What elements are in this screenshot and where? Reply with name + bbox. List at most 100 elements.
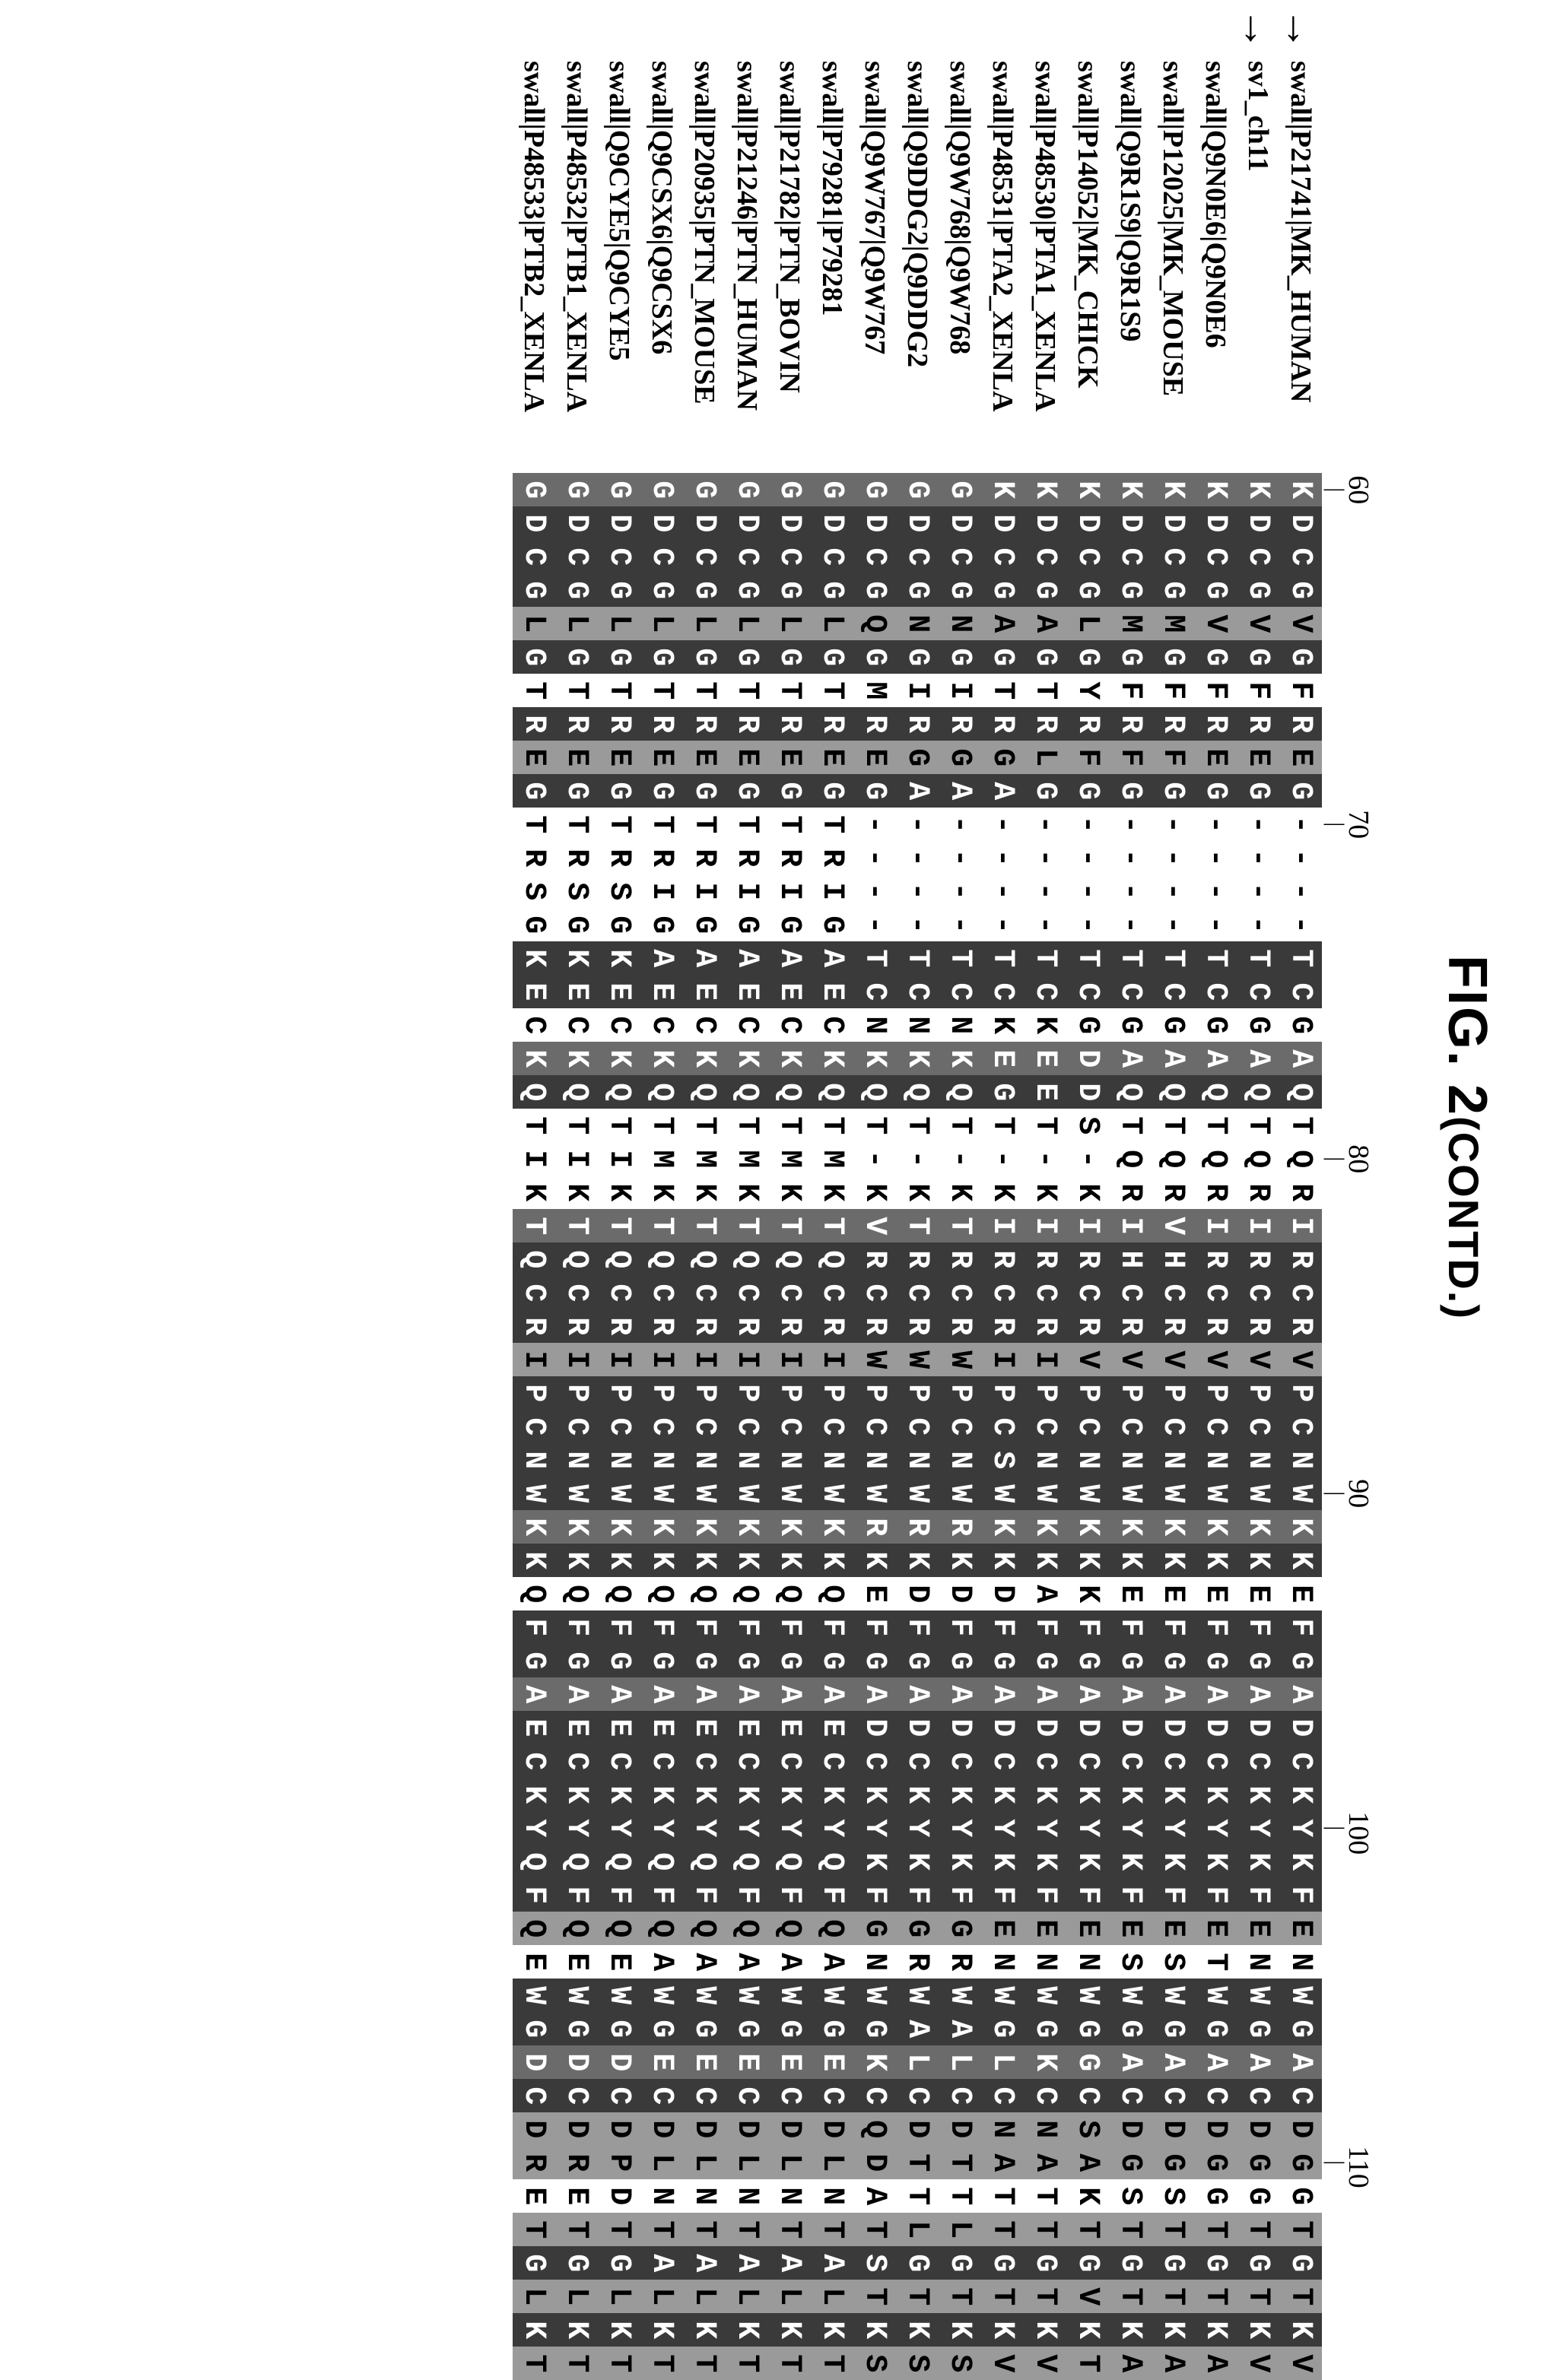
residue: S <box>1152 1945 1194 1979</box>
residue: - <box>939 908 981 941</box>
residue: - <box>1194 874 1237 908</box>
residue: K <box>683 1042 726 1075</box>
residue: N <box>853 1443 896 1477</box>
figure-title: FIG. 2(CONTD.) <box>1436 0 1498 2275</box>
residue: Q <box>683 1845 726 1878</box>
residue: P <box>896 1376 939 1410</box>
residue: N <box>939 607 981 640</box>
residue: A <box>1109 1677 1152 1711</box>
residue: W <box>853 1343 896 1376</box>
residue: E <box>683 1711 726 1744</box>
residue: R <box>726 1309 768 1343</box>
residue: G <box>768 774 811 808</box>
residue: T <box>1152 941 1194 975</box>
residue: A <box>1109 2045 1152 2079</box>
residue: C <box>1152 540 1194 573</box>
residue: Y <box>768 1811 811 1845</box>
residue: G <box>768 908 811 941</box>
residue: N <box>853 1945 896 1979</box>
residue: T <box>939 2179 981 2213</box>
residue: R <box>555 841 598 874</box>
residue: Q <box>853 607 896 640</box>
residue: W <box>939 1979 981 2012</box>
residue: C <box>1109 2079 1152 2112</box>
residue: C <box>1024 1744 1066 1778</box>
residue: L <box>555 607 598 640</box>
residue: C <box>640 540 683 573</box>
residue: R <box>811 1309 853 1343</box>
residue: C <box>683 1276 726 1309</box>
position-mark: 110| <box>1330 2146 1375 2179</box>
residue: W <box>513 1979 555 2012</box>
residue: Q <box>513 1577 555 1610</box>
residue: T <box>853 1109 896 1142</box>
residue: G <box>1152 640 1194 674</box>
residue: C <box>1237 1410 1279 1443</box>
residue: - <box>981 841 1024 874</box>
residue: - <box>1066 841 1109 874</box>
residue: G <box>1109 774 1152 808</box>
residue: N <box>640 2179 683 2213</box>
residue: N <box>1152 1443 1194 1477</box>
residue: P <box>768 1376 811 1410</box>
residue: T <box>853 2280 896 2313</box>
residue: Y <box>1024 1811 1066 1845</box>
residue: T <box>1109 2213 1152 2246</box>
residue: T <box>1194 941 1237 975</box>
residue: I <box>513 1343 555 1376</box>
residue: C <box>1109 540 1152 573</box>
residue: - <box>1194 808 1237 841</box>
residue: N <box>1279 1443 1322 1477</box>
residue: T <box>555 674 598 707</box>
residue: T <box>640 808 683 841</box>
residue: P <box>939 1376 981 1410</box>
residue: V <box>981 2347 1024 2380</box>
sequence-label: →sv1_ch11 <box>1237 61 1279 412</box>
residue: K <box>853 1544 896 1577</box>
residue: D <box>853 2146 896 2179</box>
residue: M <box>853 674 896 707</box>
residue: C <box>1194 1410 1237 1443</box>
residue: K <box>896 1544 939 1577</box>
residue: R <box>1109 1176 1152 1209</box>
residue: D <box>1066 506 1109 540</box>
residue: C <box>1237 1744 1279 1778</box>
residue: G <box>811 774 853 808</box>
residue: K <box>1024 2045 1066 2079</box>
residue: K <box>896 1778 939 1811</box>
sequence-label-text: swall|Q9R1S9|Q9R1S9 <box>1116 61 1145 341</box>
residue: T <box>768 2347 811 2380</box>
residue: I <box>683 874 726 908</box>
residue: D <box>1109 2112 1152 2146</box>
residue: K <box>1152 1778 1194 1811</box>
residue: K <box>981 1008 1024 1042</box>
residue: D <box>513 2045 555 2079</box>
residue: D <box>598 2179 640 2213</box>
residue: P <box>811 1376 853 1410</box>
residue: G <box>1237 2179 1279 2213</box>
residue: K <box>1024 1845 1066 1878</box>
sequence-label: swall|P21782|PTN_BOVIN <box>768 61 811 412</box>
residue: T <box>1279 2213 1322 2246</box>
residue: V <box>853 1209 896 1242</box>
residue: C <box>1279 975 1322 1008</box>
residue: T <box>640 1209 683 1242</box>
residue: M <box>768 1142 811 1176</box>
residue: G <box>1194 2012 1237 2045</box>
residue: F <box>853 1610 896 1644</box>
residue: T <box>1194 2280 1237 2313</box>
residue: L <box>768 607 811 640</box>
residue: W <box>981 1477 1024 1510</box>
residue: V <box>1279 607 1322 640</box>
residue: E <box>1152 1577 1194 1610</box>
residue: M <box>1152 607 1194 640</box>
residue: D <box>598 2112 640 2146</box>
residue: C <box>640 2079 683 2112</box>
residue: G <box>811 1644 853 1677</box>
residue: Q <box>513 1912 555 1945</box>
position-mark: 90| <box>1330 1477 1375 1510</box>
residue: R <box>768 707 811 741</box>
residue: M <box>726 1142 768 1176</box>
residue: G <box>1194 2179 1237 2213</box>
residue: E <box>853 741 896 774</box>
